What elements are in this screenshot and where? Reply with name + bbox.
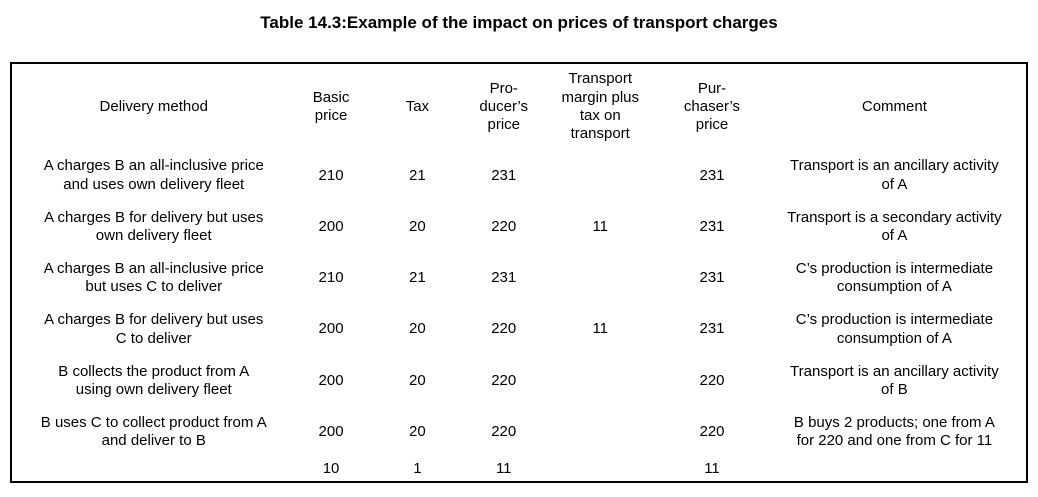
cell-delivery-method: B uses C to collect product from A and d… [40, 413, 267, 450]
cell-comment: B buys 2 products; one from A for 220 an… [793, 413, 995, 450]
totals-row: 10 1 11 11 [11, 458, 1027, 482]
table-row: A charges B for delivery but uses C to d… [11, 304, 1027, 355]
cell-producers-price: 11 [495, 459, 512, 477]
header-comment: Comment [861, 97, 927, 115]
cell-delivery-method: A charges B for delivery but uses C to d… [44, 311, 264, 347]
cell-transport-margin: 11 [592, 320, 609, 338]
header-delivery-method: Delivery method [99, 97, 208, 115]
table-header: Delivery method Basic price Tax Pro- duc… [11, 63, 1027, 150]
cell-purchasers-price: 11 [704, 459, 720, 477]
cell-producers-price: 220 [491, 371, 517, 389]
cell-transport-margin [539, 406, 661, 457]
cell-transport-margin [539, 150, 661, 201]
cell-purchasers-price: 231 [699, 320, 725, 338]
header-transport-margin: Transport margin plus tax on transport [561, 70, 640, 143]
table-row: A charges B an all-inclusive price but u… [11, 253, 1027, 304]
cell-purchasers-price: 220 [699, 371, 725, 389]
header-row: Delivery method Basic price Tax Pro- duc… [11, 63, 1027, 150]
cell-comment: Transport is an ancillary activity of B [790, 362, 999, 398]
cell-comment: Transport is an ancillary activity of A [790, 157, 999, 193]
cell-transport-margin: 11 [592, 217, 609, 235]
cell-delivery-method: B collects the product from A using own … [58, 362, 250, 398]
table-body: A charges B an all-inclusive price and u… [11, 150, 1027, 482]
cell-producers-price: 220 [491, 320, 517, 338]
cell-purchasers-price: 231 [699, 269, 725, 287]
cell-basic-price: 200 [318, 217, 344, 235]
cell-basic-price: 200 [318, 371, 344, 389]
transport-charges-table: Delivery method Basic price Tax Pro- duc… [10, 62, 1028, 483]
header-basic-price: Basic price [312, 88, 350, 124]
header-tax: Tax [405, 97, 430, 115]
cell-purchasers-price: 231 [699, 166, 725, 184]
cell-delivery-method: A charges B an all-inclusive price but u… [43, 259, 264, 296]
table-row: A charges B an all-inclusive price and u… [11, 150, 1027, 201]
cell-delivery-method: A charges B for delivery but uses own de… [44, 208, 264, 244]
header-purchasers-price: Pur- chaser’s price [683, 79, 741, 134]
cell-tax: 1 [413, 459, 422, 477]
cell-comment [763, 458, 1027, 482]
cell-producers-price: 220 [491, 422, 517, 440]
cell-comment: Transport is a secondary activity of A [787, 208, 1002, 244]
cell-basic-price: 200 [318, 320, 344, 338]
cell-delivery-method: A charges B an all-inclusive price and u… [43, 157, 264, 193]
cell-comment: C’s production is intermediate consumpti… [795, 259, 994, 296]
table-row: A charges B for delivery but uses own de… [11, 201, 1027, 252]
table-title: Table 14.3:Example of the impact on pric… [260, 13, 778, 32]
cell-producers-price: 220 [491, 217, 517, 235]
header-producers-price: Pro- ducer’s price [479, 79, 529, 134]
cell-transport-margin [539, 458, 661, 482]
cell-purchasers-price: 220 [699, 422, 725, 440]
cell-tax: 20 [409, 217, 426, 235]
table-row: B uses C to collect product from A and d… [11, 406, 1027, 457]
cell-tax: 21 [409, 269, 426, 287]
cell-basic-price: 200 [318, 422, 344, 440]
cell-transport-margin [539, 355, 661, 406]
cell-producers-price: 231 [491, 166, 517, 184]
cell-comment: C’s production is intermediate consumpti… [795, 311, 994, 347]
cell-basic-price: 210 [318, 166, 344, 184]
cell-purchasers-price: 231 [699, 217, 725, 235]
cell-tax: 21 [409, 166, 426, 184]
cell-tax: 20 [409, 422, 426, 440]
cell-basic-price: 10 [322, 459, 340, 477]
cell-tax: 20 [409, 371, 426, 389]
cell-delivery-method [11, 458, 295, 482]
cell-producers-price: 231 [491, 269, 517, 287]
cell-basic-price: 210 [318, 269, 344, 287]
cell-tax: 20 [409, 320, 426, 338]
table-row: B collects the product from A using own … [11, 355, 1027, 406]
cell-transport-margin [539, 253, 661, 304]
